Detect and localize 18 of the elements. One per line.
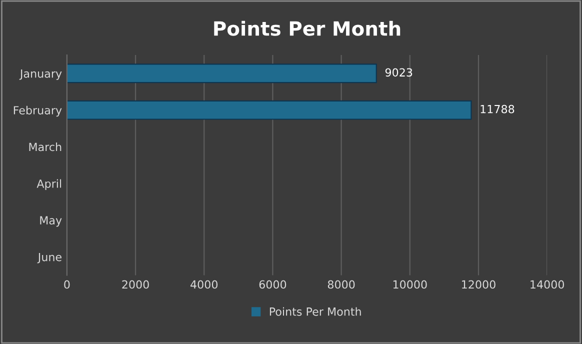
- legend-label: Points Per Month: [270, 307, 361, 316]
- x-tick-label: 12000: [462, 280, 496, 289]
- x-tick-label: 6000: [259, 280, 286, 289]
- x-tick-label: 14000: [530, 280, 564, 289]
- y-tick-label: March: [29, 142, 62, 152]
- x-tick-label: 8000: [328, 280, 355, 289]
- y-tick-label: June: [37, 252, 62, 264]
- x-tick-label: 10000: [393, 280, 427, 289]
- y-tick-label: April: [36, 179, 62, 190]
- y-tick-label: May: [40, 216, 62, 227]
- chart-title: Points Per Month: [214, 20, 400, 36]
- x-tick-label: 0: [64, 280, 70, 289]
- y-tick-label: January: [19, 70, 62, 80]
- data-label: 9023: [385, 68, 412, 77]
- data-label: 11788: [480, 104, 514, 114]
- y-tick-label: February: [14, 106, 62, 117]
- x-tick-label: 2000: [122, 280, 149, 289]
- x-tick-label: 4000: [190, 280, 218, 289]
